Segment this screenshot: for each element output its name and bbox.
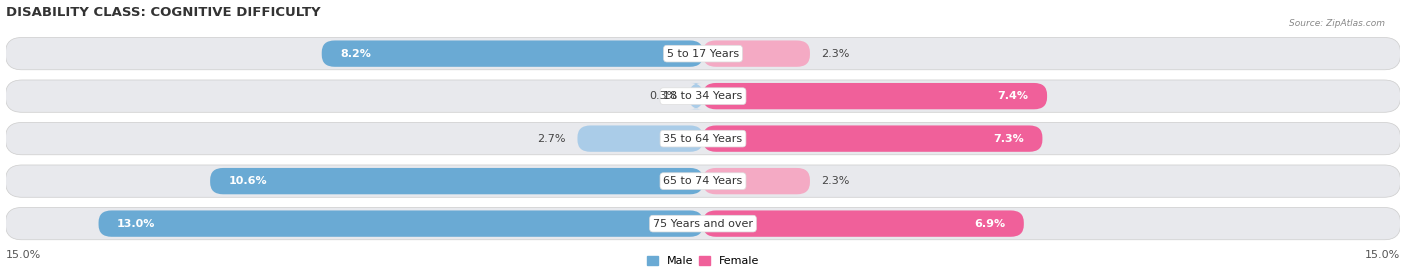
- Text: 75 Years and over: 75 Years and over: [652, 219, 754, 229]
- Text: 15.0%: 15.0%: [1365, 250, 1400, 260]
- FancyBboxPatch shape: [6, 38, 1400, 70]
- FancyBboxPatch shape: [6, 80, 1400, 112]
- FancyBboxPatch shape: [6, 207, 1400, 240]
- FancyBboxPatch shape: [98, 210, 703, 237]
- Text: 8.2%: 8.2%: [340, 49, 371, 59]
- Legend: Male, Female: Male, Female: [647, 256, 759, 266]
- Text: 7.4%: 7.4%: [997, 91, 1028, 101]
- FancyBboxPatch shape: [703, 40, 810, 67]
- FancyBboxPatch shape: [703, 168, 810, 194]
- Text: 15.0%: 15.0%: [6, 250, 41, 260]
- Text: 6.9%: 6.9%: [974, 219, 1005, 229]
- FancyBboxPatch shape: [689, 83, 703, 109]
- Text: DISABILITY CLASS: COGNITIVE DIFFICULTY: DISABILITY CLASS: COGNITIVE DIFFICULTY: [6, 6, 321, 19]
- Text: 0.3%: 0.3%: [650, 91, 678, 101]
- FancyBboxPatch shape: [703, 210, 1024, 237]
- Text: 13.0%: 13.0%: [117, 219, 156, 229]
- Text: 2.3%: 2.3%: [821, 176, 851, 186]
- FancyBboxPatch shape: [703, 126, 1042, 152]
- Text: 35 to 64 Years: 35 to 64 Years: [664, 134, 742, 144]
- FancyBboxPatch shape: [578, 126, 703, 152]
- Text: 10.6%: 10.6%: [229, 176, 267, 186]
- Text: 65 to 74 Years: 65 to 74 Years: [664, 176, 742, 186]
- FancyBboxPatch shape: [209, 168, 703, 194]
- Text: 5 to 17 Years: 5 to 17 Years: [666, 49, 740, 59]
- FancyBboxPatch shape: [6, 165, 1400, 197]
- Text: 2.7%: 2.7%: [537, 134, 565, 144]
- Text: 18 to 34 Years: 18 to 34 Years: [664, 91, 742, 101]
- FancyBboxPatch shape: [703, 83, 1047, 109]
- FancyBboxPatch shape: [6, 123, 1400, 155]
- FancyBboxPatch shape: [322, 40, 703, 67]
- Text: 2.3%: 2.3%: [821, 49, 851, 59]
- Text: 7.3%: 7.3%: [993, 134, 1024, 144]
- Text: Source: ZipAtlas.com: Source: ZipAtlas.com: [1289, 19, 1385, 28]
